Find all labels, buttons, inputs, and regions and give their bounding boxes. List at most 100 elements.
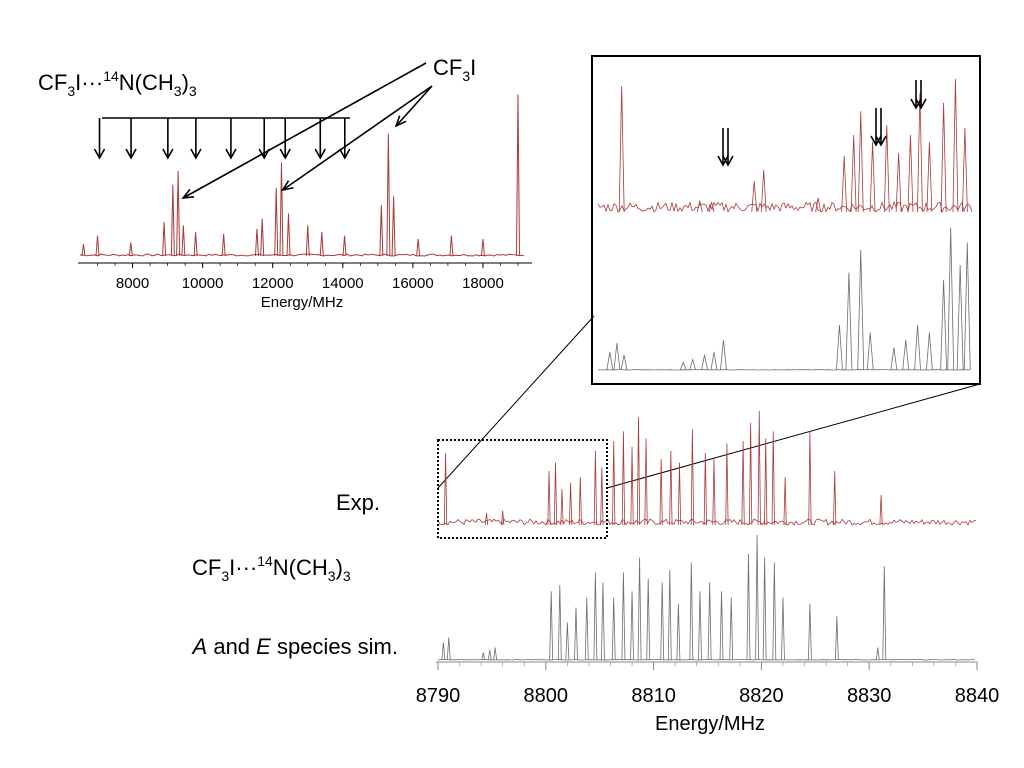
detail-exp-peak xyxy=(644,438,648,526)
monomer-label: CF3I xyxy=(433,55,476,84)
overview-peak xyxy=(81,244,86,257)
inset-sim-peak xyxy=(701,354,708,371)
exp-label: Exp. xyxy=(336,490,380,515)
detail-sim-peak xyxy=(762,557,767,661)
detail-x-tick-label: 8810 xyxy=(631,685,676,707)
monomer-arrow-head xyxy=(281,180,294,192)
inset-sim-peak xyxy=(613,342,621,371)
overview-x-tick-label: 10000 xyxy=(182,275,224,292)
detail-exp-peak xyxy=(783,476,787,526)
inset-sim-peak xyxy=(956,264,964,371)
inset-arrow-head xyxy=(915,98,927,110)
inset-exp-peak xyxy=(869,141,876,213)
inset-sim-peak xyxy=(890,347,898,371)
detail-sim-peak xyxy=(808,603,812,661)
detail-sim-peak xyxy=(667,569,672,661)
monomer-arrows xyxy=(181,62,433,199)
overview-peak xyxy=(515,94,520,257)
overview-x-tick-label: 16000 xyxy=(392,275,434,292)
inset-exp-peak xyxy=(895,153,902,213)
monomer-arrow-head xyxy=(394,115,407,128)
inset-exp-peak xyxy=(857,111,864,213)
detail-exp-peak xyxy=(568,482,573,526)
detail-exp-peak xyxy=(600,467,604,526)
detail-exp-spectrum xyxy=(437,410,977,526)
detail-exp-peak xyxy=(578,476,582,526)
species-sim-label: A and E species sim. xyxy=(191,634,398,659)
overview-peak xyxy=(319,232,324,257)
detail-sim-peak xyxy=(446,637,451,661)
detail-sim-peak xyxy=(772,562,777,661)
inset-sim-peak xyxy=(679,361,687,371)
detail-exp-peak xyxy=(560,488,564,526)
monomer-arrow xyxy=(182,62,427,199)
detail-sim-peak xyxy=(882,566,887,661)
detail-exp-peak xyxy=(484,512,489,526)
inset-exp-spectrum xyxy=(597,78,973,214)
inset-exp-peak xyxy=(883,125,890,213)
inset-exp-peak xyxy=(708,202,715,213)
inset-sim-peak xyxy=(866,332,874,371)
monomer-arrow-head xyxy=(181,188,195,199)
inset-arrow-head xyxy=(870,135,882,147)
detail-exp-peak xyxy=(630,446,634,526)
detail-sim-peak xyxy=(707,582,712,661)
detail-exp-peak xyxy=(690,428,695,526)
overview-x-tick-label: 18000 xyxy=(462,275,504,292)
detail-sim-peak xyxy=(834,616,839,661)
overview-peak xyxy=(379,204,384,257)
inset-sim-peak xyxy=(836,324,843,371)
inset-arrow-head xyxy=(717,155,729,167)
detail-sim-peak xyxy=(493,647,498,661)
detail-sim-peak xyxy=(557,584,562,661)
inset-exp-peak xyxy=(751,181,758,213)
detail-sim-peak xyxy=(593,572,598,661)
detail-sim-peak xyxy=(875,647,880,661)
overview-peak xyxy=(480,238,485,257)
detail-sim-peak xyxy=(755,534,759,661)
zoom-region-box xyxy=(437,439,608,539)
overview-peak xyxy=(254,228,259,257)
inset-exp-peak xyxy=(952,78,959,213)
inset-sim-peak xyxy=(620,354,628,371)
detail-sim-peak xyxy=(660,582,665,661)
inset-arrow-head xyxy=(875,135,887,147)
inset-exp-peak xyxy=(618,85,625,213)
detail-x-tick-label: 8840 xyxy=(955,685,1000,707)
inset-exp-peak xyxy=(926,141,933,213)
overview-peak xyxy=(274,187,279,257)
complex-marker-arrow-head xyxy=(190,148,202,160)
inset-sim-peak xyxy=(925,332,933,371)
zoom-connector-right xyxy=(606,383,981,489)
inset-exp-peak xyxy=(696,200,703,213)
detail-exp-peak xyxy=(712,458,716,526)
inset-arrow-pairs xyxy=(717,80,927,167)
detail-sim-peak xyxy=(719,591,724,661)
detail-exp-peak xyxy=(757,410,761,526)
detail-exp-peak xyxy=(659,458,663,526)
detail-chart: 8790 8800 8810 8820 8830 8840 Energy/MHz Exp.… xyxy=(191,410,1000,735)
detail-sim-peak xyxy=(549,591,554,661)
detail-exp-peak xyxy=(553,462,558,526)
detail-sim-peak xyxy=(441,642,446,661)
overview-peak xyxy=(181,225,186,257)
detail-sim-peak xyxy=(729,597,734,661)
overview-x-axis-label: Energy/MHz xyxy=(261,294,344,311)
overview-spectrum xyxy=(79,94,525,257)
detail-exp-peak xyxy=(764,438,768,526)
complex-marker-arrow-head xyxy=(279,148,291,160)
inset-sim-peak xyxy=(857,249,865,371)
detail-exp-peak xyxy=(741,440,745,526)
overview-peak xyxy=(162,221,167,257)
detail-exp-peak xyxy=(833,470,837,526)
overview-peak xyxy=(193,232,198,257)
overview-peak xyxy=(386,133,391,257)
inset-exp-peak xyxy=(850,134,857,213)
detail-exp-peak xyxy=(593,450,597,526)
detail-sim-peak xyxy=(481,652,486,661)
detail-exp-peak xyxy=(771,431,775,526)
inset-sim-peak xyxy=(710,351,718,371)
detail-sim-spectrum xyxy=(437,534,975,661)
complex-label-top: CF3I···14N(CH3)3 xyxy=(38,68,197,99)
overview-peak xyxy=(449,235,454,257)
